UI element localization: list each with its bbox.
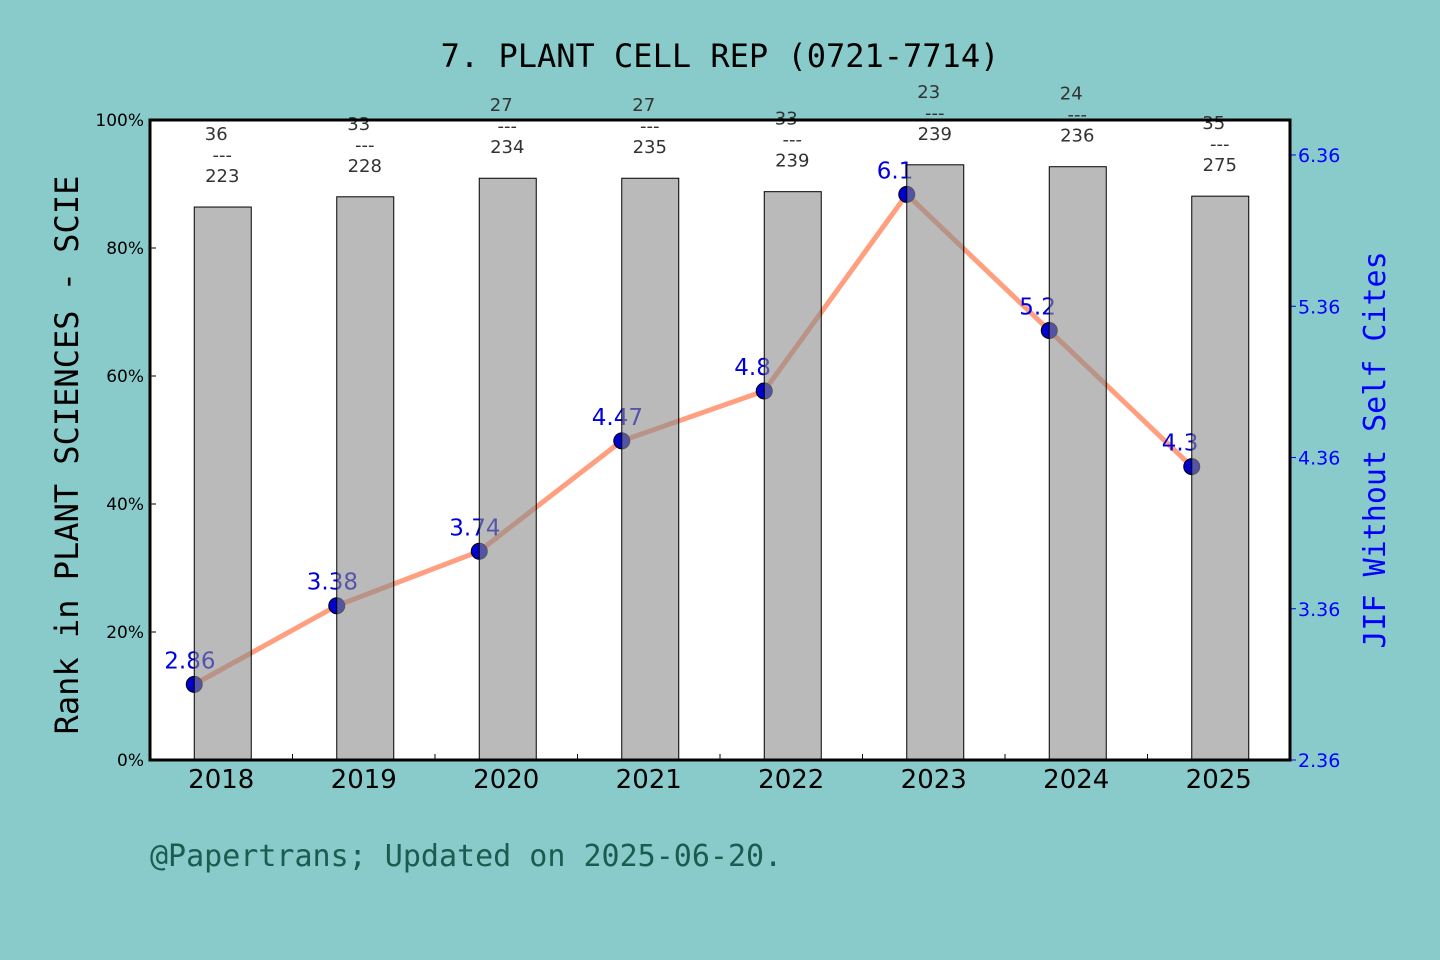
- rank-bar: [193, 206, 252, 761]
- x-tick-label: 2020: [473, 765, 539, 795]
- rank-label: 23: [917, 82, 940, 103]
- x-tick-label: 2018: [188, 765, 254, 795]
- total-label: 239: [775, 151, 809, 172]
- y2-tick-label: 6.36: [1298, 145, 1340, 167]
- x-tick-label: 2025: [1186, 765, 1252, 795]
- total-label: 228: [348, 156, 382, 177]
- rank-bar: [763, 191, 822, 761]
- rank-separator: ---: [1210, 134, 1230, 155]
- y-axis-label: Rank in PLANT SCIENCES - SCIE: [48, 176, 86, 735]
- chart-title: 7. PLANT CELL REP (0721-7714): [441, 37, 1000, 75]
- y-tick-label: 40%: [106, 495, 144, 515]
- total-label: 223: [205, 166, 239, 187]
- rank-bar: [621, 177, 680, 761]
- x-tick-label: 2021: [616, 765, 682, 795]
- y2-tick-label: 2.36: [1298, 750, 1340, 772]
- y-tick-label: 100%: [95, 111, 144, 131]
- x-tick-label: 2024: [1043, 765, 1109, 795]
- y-tick-label: 60%: [106, 367, 144, 387]
- x-tick-label: 2023: [901, 765, 967, 795]
- plot-area: [150, 120, 1290, 760]
- total-label: 235: [633, 137, 667, 158]
- y2-tick-label: 4.36: [1298, 448, 1340, 470]
- rank-label: 33: [347, 114, 370, 135]
- rank-label: 36: [205, 124, 228, 145]
- y2-tick-label: 3.36: [1298, 599, 1340, 621]
- total-label: 239: [918, 124, 952, 145]
- rank-label: 27: [632, 95, 655, 116]
- rank-bar: [336, 196, 395, 761]
- rank-bar: [478, 177, 537, 761]
- rank-separator: ---: [355, 135, 375, 156]
- total-label: 236: [1060, 126, 1094, 147]
- rank-bar: [1048, 166, 1107, 761]
- rank-separator: ---: [213, 145, 233, 166]
- rank-separator: ---: [783, 130, 803, 151]
- rank-bar: [1191, 195, 1250, 761]
- plot-frame: [148, 118, 1292, 762]
- y2-axis-label: JIF Without Self Cites: [1358, 251, 1393, 648]
- total-label: 234: [490, 137, 524, 158]
- y2-tick-label: 5.36: [1298, 296, 1340, 318]
- total-label: 275: [1203, 155, 1237, 176]
- x-tick-label: 2022: [758, 765, 824, 795]
- y-tick-label: 0%: [117, 751, 144, 771]
- rank-bar: [906, 164, 965, 761]
- rank-label: 27: [490, 95, 513, 116]
- rank-label: 35: [1202, 113, 1225, 134]
- y-tick-label: 20%: [106, 623, 144, 643]
- rank-separator: ---: [1068, 105, 1088, 126]
- rank-label: 24: [1060, 84, 1083, 105]
- y-tick-label: 80%: [106, 239, 144, 259]
- footer-note: @Papertrans; Updated on 2025-06-20.: [150, 839, 782, 874]
- x-tick-label: 2019: [331, 765, 397, 795]
